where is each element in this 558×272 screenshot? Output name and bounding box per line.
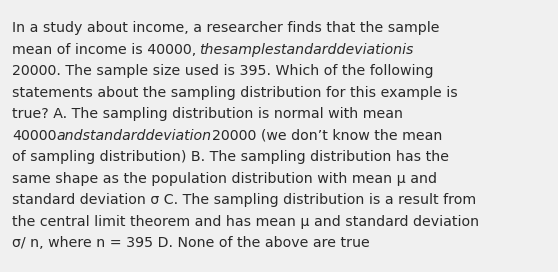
Text: In a study about income, a researcher finds that the sample: In a study about income, a researcher fi… — [12, 21, 440, 35]
Text: σ/ n, where n = 395 D. None of the above are true: σ/ n, where n = 395 D. None of the above… — [12, 236, 370, 250]
Text: of sampling distribution) B. The sampling distribution has the: of sampling distribution) B. The samplin… — [12, 150, 449, 164]
Text: 20000 (we don’t know the mean: 20000 (we don’t know the mean — [211, 129, 442, 143]
Text: 40000: 40000 — [12, 129, 56, 143]
Text: the central limit theorem and has mean μ and standard deviation: the central limit theorem and has mean μ… — [12, 215, 479, 229]
Text: standard deviation σ C. The sampling distribution is a result from: standard deviation σ C. The sampling dis… — [12, 193, 476, 207]
Text: mean of income is 40000,: mean of income is 40000, — [12, 43, 199, 57]
Text: same shape as the population distribution with mean μ and: same shape as the population distributio… — [12, 172, 437, 186]
Text: true? A. The sampling distribution is normal with mean: true? A. The sampling distribution is no… — [12, 107, 403, 121]
Text: statements about the sampling distribution for this example is: statements about the sampling distributi… — [12, 86, 458, 100]
Text: andstandarddeviation: andstandarddeviation — [56, 129, 211, 143]
Text: 20000. The sample size used is 395. Which of the following: 20000. The sample size used is 395. Whic… — [12, 64, 434, 78]
Text: thesamplestandarddeviationis: thesamplestandarddeviationis — [199, 43, 413, 57]
